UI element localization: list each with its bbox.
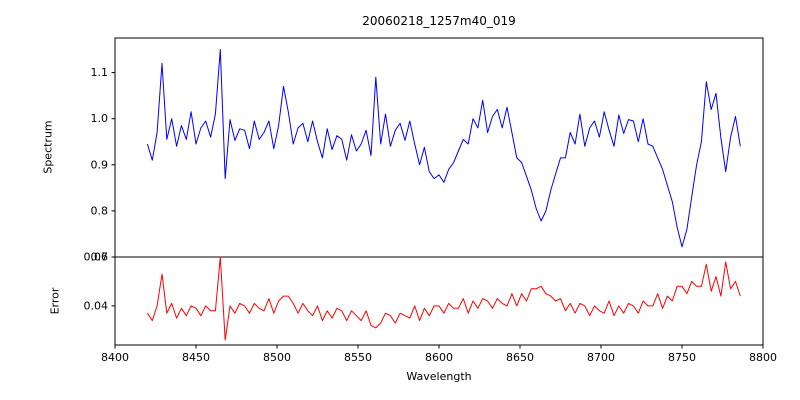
y-tick-label: 0.04 xyxy=(84,299,109,312)
x-tick-label: 8600 xyxy=(425,351,453,364)
y-tick-label: 1.1 xyxy=(91,66,109,79)
y-axis-label-spectrum: Spectrum xyxy=(41,120,55,174)
x-tick-label: 8400 xyxy=(101,351,129,364)
x-tick-label: 8800 xyxy=(749,351,777,364)
error-line xyxy=(146,256,741,341)
spectrum-line xyxy=(146,49,741,248)
axes-frame-spectrum xyxy=(114,37,764,258)
y-tick-label: 0.06 xyxy=(84,251,109,264)
y-tick-label: 1.0 xyxy=(91,112,109,125)
chart-title: 20060218_1257m40_019 xyxy=(362,14,516,28)
x-tick-label: 8700 xyxy=(587,351,615,364)
x-tick-label: 8500 xyxy=(263,351,291,364)
x-axis-label: Wavelength xyxy=(406,370,472,383)
y-axis-label-error: Error xyxy=(48,287,62,315)
x-tick-label: 8650 xyxy=(506,351,534,364)
y-tick-label: 0.7 xyxy=(91,251,109,264)
x-tick-label: 8750 xyxy=(668,351,696,364)
y-tick-label: 0.9 xyxy=(91,158,109,171)
y-tick-label: 0.8 xyxy=(91,204,109,217)
x-tick-label: 8450 xyxy=(182,351,210,364)
x-tick-label: 8550 xyxy=(344,351,372,364)
